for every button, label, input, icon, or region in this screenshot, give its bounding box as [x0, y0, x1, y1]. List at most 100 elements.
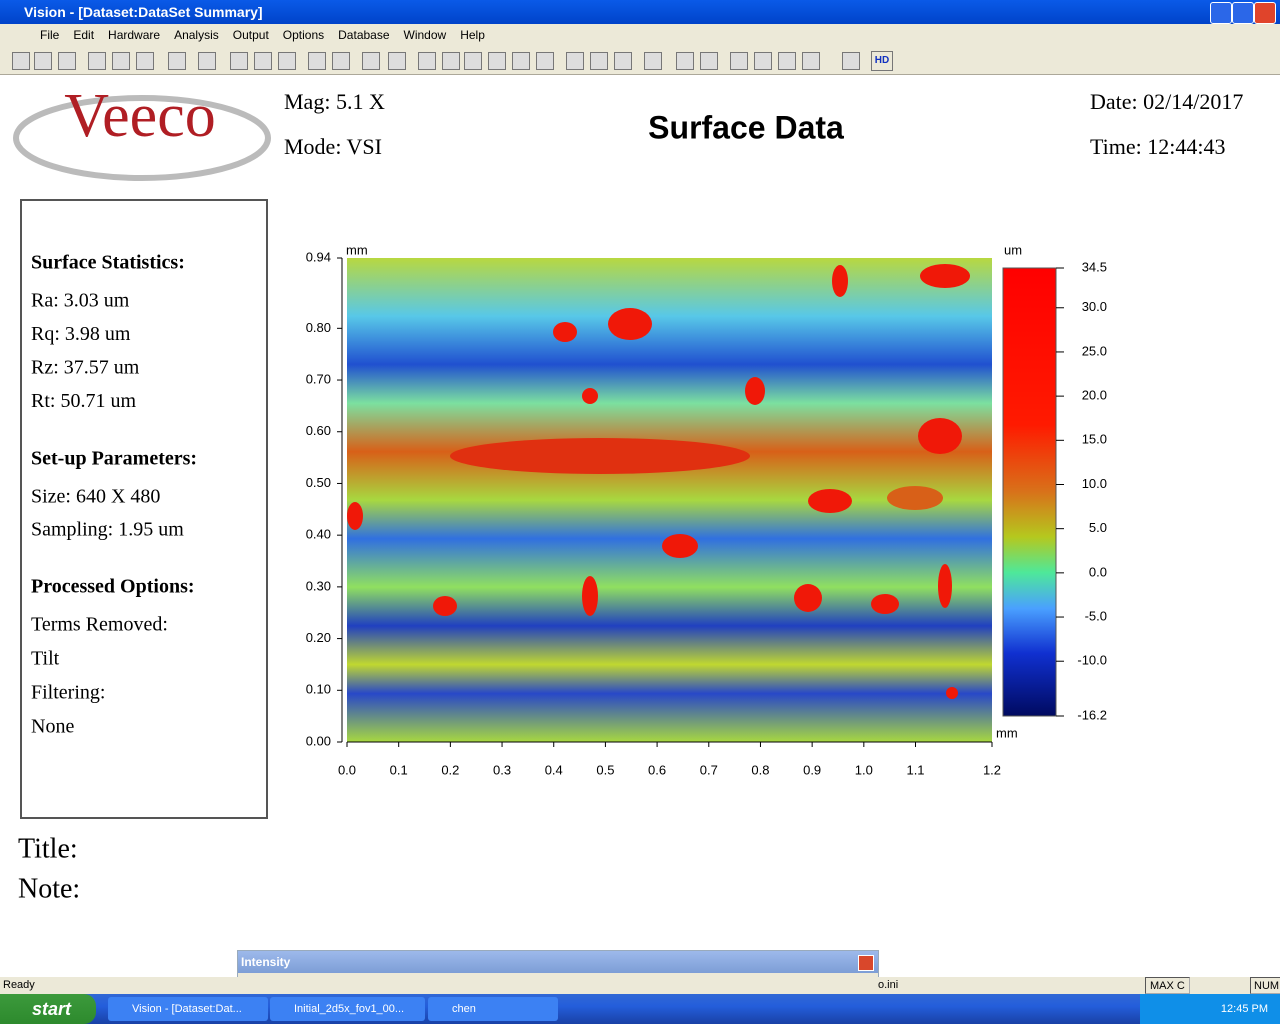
colorbar-tick-label: 10.0: [1082, 476, 1107, 491]
y-tick-label: 0.40: [306, 527, 331, 542]
toolbar-button[interactable]: [198, 52, 216, 70]
logo-swoosh: [13, 95, 271, 181]
status-ini: o.ini: [878, 979, 899, 991]
section-heading: Surface Statistics:: [31, 252, 185, 274]
status-bar: Ready o.ini MAX C NUM: [0, 977, 1280, 994]
menu-item[interactable]: Window: [403, 28, 447, 42]
menu-item[interactable]: Database: [338, 28, 390, 42]
toolbar-button[interactable]: [536, 52, 554, 70]
summary: Veeco Mag: 5.1 X Mode: VSI Surface Data …: [13, 82, 1243, 904]
toolbar-button[interactable]: [464, 52, 482, 70]
y-tick-label: 0.10: [306, 682, 331, 697]
toolbar-button[interactable]: [644, 52, 662, 70]
surface-peaks: [347, 264, 970, 699]
y-tick-label: 0.60: [306, 423, 331, 438]
y-tick-label: 0.80: [306, 320, 331, 335]
menu-item[interactable]: Options: [282, 28, 325, 42]
stats: Surface Statistics: Ra: 3.03 um Rq: 3.98 u…: [31, 252, 197, 738]
menu-item[interactable]: Help: [460, 28, 485, 42]
taskbar-item[interactable]: chen: [428, 997, 558, 1021]
status-maxc: MAX C: [1145, 977, 1190, 994]
colorbar: [1002, 267, 1057, 717]
y-tick-label: 0.00: [306, 733, 331, 748]
toolbar-button[interactable]: [278, 52, 296, 70]
toolbar-button[interactable]: [418, 52, 436, 70]
maximize[interactable]: [1232, 2, 1254, 24]
toolbar-button[interactable]: [566, 52, 584, 70]
x-tick-label: 0.3: [493, 762, 511, 777]
colorbar-unit: um: [1004, 242, 1022, 257]
close[interactable]: [1254, 2, 1276, 24]
toolbar-button[interactable]: [700, 52, 718, 70]
x-tick-label: 0.8: [751, 762, 769, 777]
toolbar-button[interactable]: [136, 52, 154, 70]
section-line: Rz: 37.57 um: [31, 357, 140, 379]
colorbar-tick-label: 20.0: [1082, 388, 1107, 403]
section-line: Ra: 3.03 um: [31, 290, 130, 312]
intensity-close[interactable]: [858, 955, 874, 971]
toolbar-button[interactable]: [168, 52, 186, 70]
toolbar-button[interactable]: [58, 52, 76, 70]
toolbar-button[interactable]: [12, 52, 30, 70]
toolbar-button[interactable]: [842, 52, 860, 70]
window-controls[interactable]: [1210, 2, 1276, 24]
x-tick-label: 0.5: [596, 762, 614, 777]
title-bar: Vision - [Dataset:DataSet Summary]: [0, 0, 1280, 24]
minimize[interactable]: [1210, 2, 1232, 24]
colorbar-tick-label: 30.0: [1082, 299, 1107, 314]
toolbar-button[interactable]: [778, 52, 796, 70]
toolbar-button[interactable]: [88, 52, 106, 70]
menu-item[interactable]: Output: [232, 28, 269, 42]
menu-item[interactable]: File: [40, 28, 60, 42]
colorbar-tick-label: 0.0: [1089, 564, 1107, 579]
start-button[interactable]: start: [0, 994, 96, 1024]
toolbar-button[interactable]: [488, 52, 506, 70]
toolbar-button[interactable]: [730, 52, 748, 70]
toolbar-button[interactable]: [254, 52, 272, 70]
toolbar-button[interactable]: [112, 52, 130, 70]
toolbar-button[interactable]: [590, 52, 608, 70]
mode: Mode: VSI: [284, 134, 382, 159]
menu-item[interactable]: Hardware: [108, 28, 161, 42]
stats-box: [20, 199, 268, 819]
page-title: Surface Data: [648, 109, 844, 145]
toolbar-button[interactable]: [442, 52, 460, 70]
intensity-title: Intensity: [238, 951, 878, 973]
section-heading: Set-up Parameters:: [31, 448, 197, 470]
toolbar-button[interactable]: [754, 52, 772, 70]
menu-item[interactable]: Edit: [73, 28, 95, 42]
toolbar-button[interactable]: [802, 52, 820, 70]
status-ready: Ready: [3, 979, 35, 991]
toolbar-button[interactable]: [614, 52, 632, 70]
toolbar-button[interactable]: [676, 52, 694, 70]
colorbar-tick-label: -5.0: [1085, 608, 1107, 623]
colorbar-tick-label: 25.0: [1082, 343, 1107, 358]
toolbar-button[interactable]: [308, 52, 326, 70]
footer-title: Title:: [18, 833, 78, 864]
taskbar: start 12:45 PM Vision - [Dataset:Dat... I…: [0, 994, 1280, 1024]
x-tick-label: 0.6: [648, 762, 666, 777]
toolbar-button[interactable]: [512, 52, 530, 70]
taskbar-item[interactable]: Initial_2d5x_fov1_00...: [270, 997, 425, 1021]
surface-map: [347, 258, 992, 742]
y-unit: mm: [346, 242, 368, 257]
toolbar-button[interactable]: [230, 52, 248, 70]
colorbar-tick-label: 34.5: [1082, 259, 1107, 274]
y-tick-label: 0.50: [306, 475, 331, 490]
toolbar-button[interactable]: [362, 52, 380, 70]
tray-clock: 12:45 PM: [1140, 994, 1280, 1024]
hd-button[interactable]: HD: [871, 51, 893, 71]
toolbar-button[interactable]: [34, 52, 52, 70]
toolbar-button[interactable]: [388, 52, 406, 70]
x-tick-label: 1.1: [906, 762, 924, 777]
x-tick-label: 0.2: [441, 762, 459, 777]
menu-item[interactable]: Analysis: [174, 28, 219, 42]
menu-bar: File Edit Hardware Analysis Output Options Dat…: [0, 24, 1280, 46]
section-line: Rt: 50.71 um: [31, 390, 136, 412]
taskbar-item[interactable]: Vision - [Dataset:Dat...: [108, 997, 268, 1021]
x-tick-label: 0.9: [803, 762, 821, 777]
x-unit: mm: [996, 725, 1018, 740]
x-tick-label: 0.7: [700, 762, 718, 777]
toolbar-button[interactable]: [332, 52, 350, 70]
